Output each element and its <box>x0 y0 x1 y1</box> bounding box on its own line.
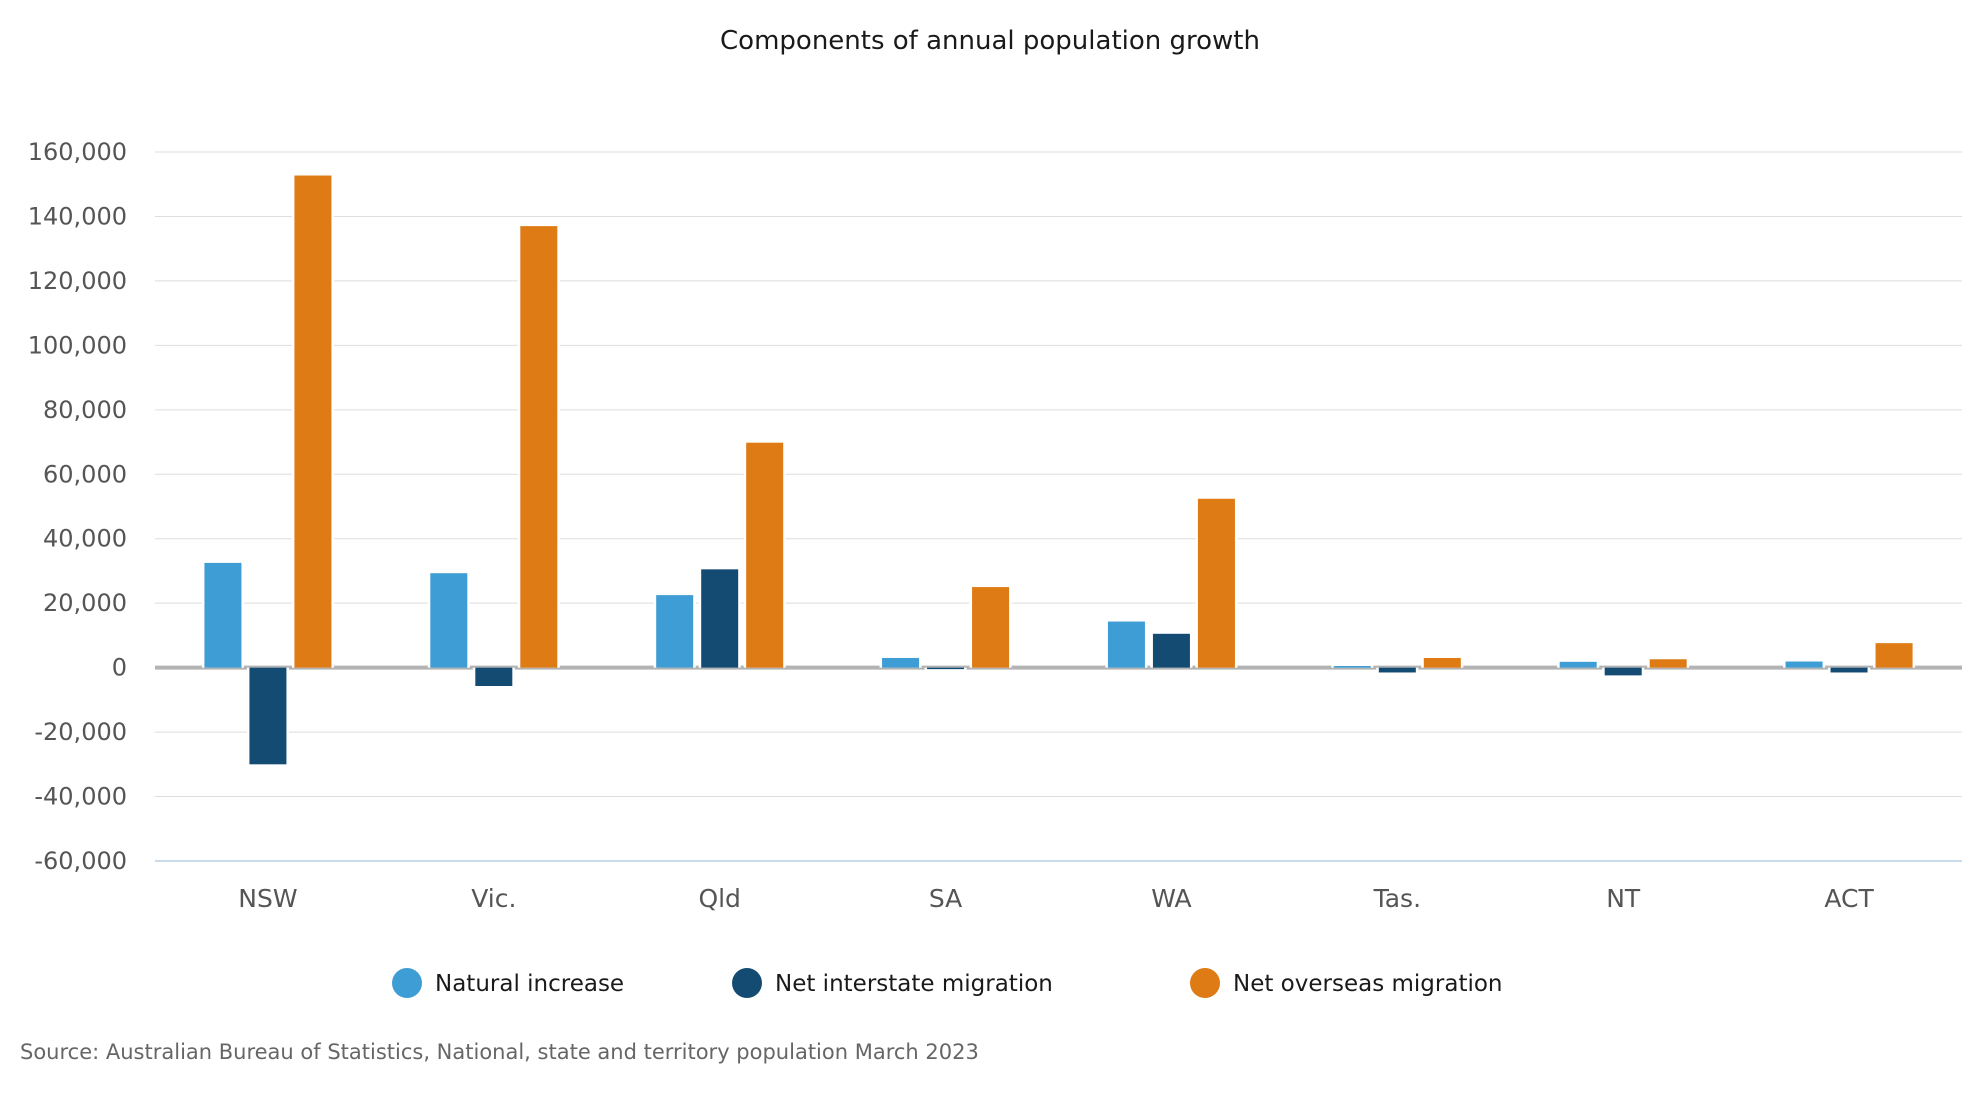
bar-nsw-net-interstate-migration <box>249 667 287 765</box>
x-tick-label: Tas. <box>1373 884 1421 913</box>
bar-act-natural-increase <box>1785 661 1823 668</box>
y-axis-tick-labels: 160,000 140,000 120,000 100,000 80,000 60,000… <box>28 138 127 875</box>
x-tick-label: SA <box>929 884 962 913</box>
legend-label: Net overseas migration <box>1233 971 1503 997</box>
bars <box>155 173 1962 767</box>
x-tick-label: WA <box>1151 884 1191 913</box>
y-tick-label: 160,000 <box>28 138 127 166</box>
bar-nt-net-overseas-migration <box>1649 659 1687 668</box>
y-tick-label: 120,000 <box>28 267 127 295</box>
bar-outline <box>924 667 967 672</box>
bar-nt-net-interstate-migration <box>1604 667 1642 676</box>
bar-nsw-net-overseas-migration <box>294 175 332 668</box>
x-tick-label: Qld <box>698 884 741 913</box>
x-tick-label: NSW <box>238 884 297 913</box>
gridlines <box>155 151 1962 862</box>
bar-sa-natural-increase <box>882 657 920 668</box>
bar-wa-net-overseas-migration <box>1197 498 1235 668</box>
bar-act-net-interstate-migration <box>1830 667 1868 673</box>
bar-nsw-natural-increase <box>204 562 242 668</box>
bar-wa-natural-increase <box>1107 621 1145 668</box>
bar-outline <box>1331 664 1374 668</box>
x-tick-label: NT <box>1606 884 1641 913</box>
bar-vic-net-overseas-migration <box>520 226 558 668</box>
legend: Natural increase Net interstate migration… <box>392 968 1503 998</box>
bar-vic-natural-increase <box>430 573 468 668</box>
y-tick-label: -40,000 <box>34 783 127 811</box>
bar-sa-net-overseas-migration <box>972 587 1010 668</box>
legend-swatch <box>392 968 422 998</box>
x-tick-label: ACT <box>1824 884 1874 913</box>
legend-swatch <box>1190 968 1220 998</box>
bar-qld-net-overseas-migration <box>746 442 784 668</box>
x-axis-category-labels: NSW Vic. Qld SA WA Tas. NT ACT <box>238 884 1874 913</box>
y-tick-label: 40,000 <box>43 525 127 553</box>
legend-swatch <box>732 968 762 998</box>
bar-qld-natural-increase <box>656 595 694 668</box>
bar-tas-natural-increase <box>1333 666 1371 668</box>
bar-wa-net-interstate-migration <box>1152 633 1190 668</box>
y-tick-label: 20,000 <box>43 589 127 617</box>
bar-nt-natural-increase <box>1559 661 1597 668</box>
bar-vic-net-interstate-migration <box>475 667 513 687</box>
y-tick-label: 100,000 <box>28 331 127 359</box>
source-note: Source: Australian Bureau of Statistics,… <box>20 1040 979 1064</box>
y-tick-label: 60,000 <box>43 460 127 488</box>
legend-label: Net interstate migration <box>775 971 1053 997</box>
y-tick-label: 0 <box>112 654 127 682</box>
bar-tas-net-interstate-migration <box>1378 667 1416 673</box>
y-tick-label: 80,000 <box>43 396 127 424</box>
bar-qld-net-interstate-migration <box>701 569 739 668</box>
bar-act-net-overseas-migration <box>1875 643 1913 668</box>
y-tick-label: 140,000 <box>28 202 127 230</box>
y-tick-label: -60,000 <box>34 847 127 875</box>
bar-tas-net-overseas-migration <box>1423 657 1461 668</box>
legend-label: Natural increase <box>435 971 624 997</box>
chart-title: Components of annual population growth <box>720 26 1260 56</box>
bar-sa-net-interstate-migration <box>927 667 965 670</box>
x-tick-label: Vic. <box>471 884 516 913</box>
y-tick-label: -20,000 <box>34 718 127 746</box>
